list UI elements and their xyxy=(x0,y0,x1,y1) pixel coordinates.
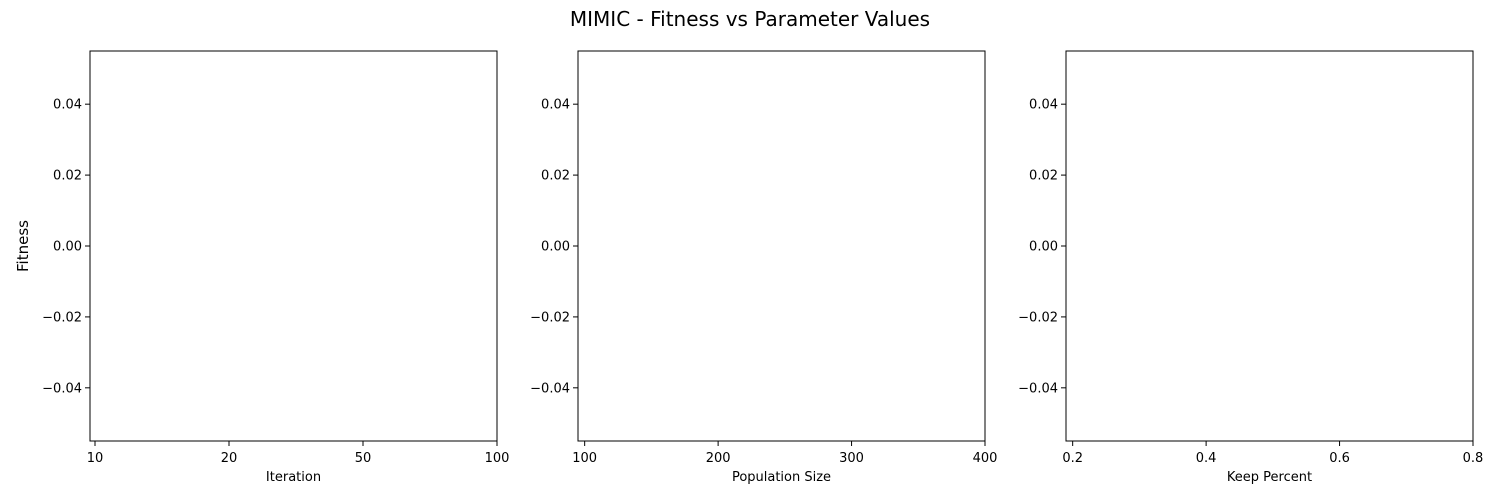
subplots: −0.04 −0.02 0.00 0.02 0.04 10 20 50 100 Iteration… xyxy=(42,50,1484,485)
subplot-2-xtick-label: 200 xyxy=(706,451,731,466)
subplot-2-ytick-label: 0.04 xyxy=(541,98,570,113)
subplot-1-axes-frame xyxy=(89,50,498,442)
subplot-3-ytick-label: 0.04 xyxy=(1029,98,1058,113)
figure-title: MIMIC - Fitness vs Parameter Values xyxy=(570,7,930,31)
subplot-3-xtick-label: 0.2 xyxy=(1062,451,1083,466)
subplot-2-ytick-label: 0.00 xyxy=(541,240,570,255)
subplot-2-ytick-label: 0.02 xyxy=(541,169,570,184)
subplot-1-ytick-label: 0.04 xyxy=(53,98,82,113)
subplot-2: −0.04 −0.02 0.00 0.02 0.04 100 200 300 400 Popula… xyxy=(530,50,998,485)
subplot-1-ytick-label: −0.04 xyxy=(42,381,82,396)
subplot-1-xtick-label: 10 xyxy=(87,451,104,466)
subplot-2-xtick-label: 100 xyxy=(572,451,597,466)
subplot-1-xtick-label: 50 xyxy=(355,451,372,466)
subplot-1-ytick-label: 0.02 xyxy=(53,169,82,184)
subplot-1-xtick-label: 100 xyxy=(485,451,510,466)
subplot-2-x-axis-label: Population Size xyxy=(732,470,831,485)
subplot-3-x-axis-label: Keep Percent xyxy=(1227,470,1312,485)
subplot-2-xtick-label: 300 xyxy=(839,451,864,466)
subplot-3-ytick-label: −0.04 xyxy=(1018,381,1058,396)
subplot-1-xtick-label: 20 xyxy=(221,451,238,466)
subplot-3-xtick-label: 0.4 xyxy=(1196,451,1217,466)
subplot-3-xtick-label: 0.8 xyxy=(1463,451,1484,466)
subplot-1-ytick-label: 0.00 xyxy=(53,240,82,255)
subplot-1: −0.04 −0.02 0.00 0.02 0.04 10 20 50 100 Iteration xyxy=(42,50,510,485)
subplot-3: −0.04 −0.02 0.00 0.02 0.04 0.2 0.4 0.6 0.8 Keep P… xyxy=(1018,50,1484,485)
subplot-3-ytick-label: 0.02 xyxy=(1029,169,1058,184)
subplot-2-ytick-label: −0.02 xyxy=(530,310,570,325)
subplot-3-ytick-label: 0.00 xyxy=(1029,240,1058,255)
fitness-axis-label: Fitness xyxy=(14,220,32,272)
subplot-1-x-axis-label: Iteration xyxy=(266,470,321,485)
subplot-1-ytick-label: −0.02 xyxy=(42,310,82,325)
subplot-3-xtick-label: 0.6 xyxy=(1329,451,1350,466)
subplot-2-axes-frame xyxy=(577,50,986,442)
subplot-3-ytick-label: −0.02 xyxy=(1018,310,1058,325)
subplot-3-axes-frame xyxy=(1065,50,1474,442)
subplot-2-xtick-label: 400 xyxy=(973,451,998,466)
subplot-2-ytick-label: −0.04 xyxy=(530,381,570,396)
